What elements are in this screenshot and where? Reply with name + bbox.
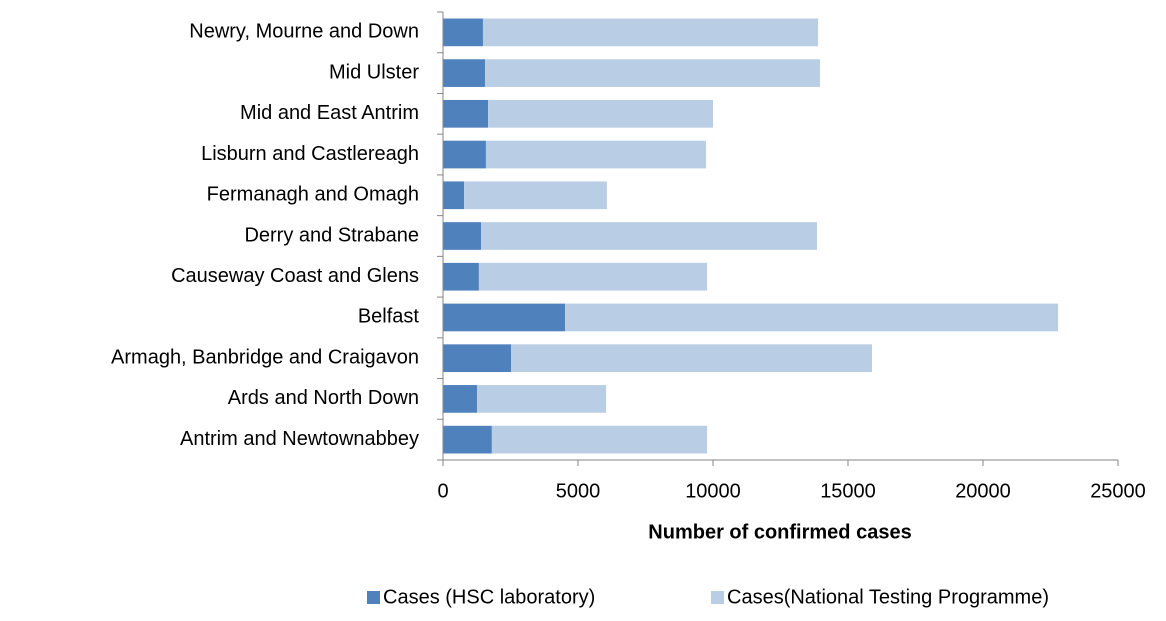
x-tick-label: 25000 bbox=[1090, 480, 1146, 502]
bar bbox=[443, 262, 479, 291]
x-tick-label: 5000 bbox=[556, 480, 601, 502]
bar bbox=[491, 425, 708, 454]
bar bbox=[443, 140, 486, 169]
x-tick-label: 15000 bbox=[820, 480, 876, 502]
bar bbox=[443, 99, 489, 128]
x-axis-title: Number of confirmed cases bbox=[648, 521, 911, 543]
y-tick-label: Derry and Strabane bbox=[244, 224, 419, 246]
y-tick-label: Causeway Coast and Glens bbox=[171, 265, 419, 287]
bar bbox=[443, 303, 566, 332]
y-tick-label: Fermanagh and Omagh bbox=[207, 184, 419, 206]
y-tick-label: Armagh, Banbridge and Craigavon bbox=[111, 346, 419, 368]
bar bbox=[511, 344, 873, 373]
legend-swatch bbox=[711, 591, 724, 604]
legend-label: Cases(National Testing Programme) bbox=[727, 586, 1049, 608]
bar bbox=[443, 181, 465, 210]
bar bbox=[443, 222, 482, 250]
bar bbox=[485, 140, 706, 169]
bar bbox=[443, 385, 478, 413]
y-tick-label: Antrim and Newtownabbey bbox=[180, 428, 419, 450]
x-tick-label: 20000 bbox=[955, 480, 1011, 502]
bar bbox=[482, 18, 819, 47]
bar bbox=[485, 59, 820, 87]
legend-label: Cases (HSC laboratory) bbox=[383, 586, 595, 608]
bar bbox=[488, 99, 713, 128]
y-tick-label: Ards and North Down bbox=[228, 387, 419, 409]
bar bbox=[443, 18, 483, 47]
bar bbox=[477, 385, 607, 413]
x-tick-label: 10000 bbox=[685, 480, 741, 502]
bar bbox=[464, 181, 607, 210]
bar bbox=[443, 59, 486, 87]
y-tick-label: Lisburn and Castlereagh bbox=[201, 143, 419, 165]
legend-swatch bbox=[367, 591, 380, 604]
bar bbox=[478, 262, 708, 291]
y-tick-label: Mid Ulster bbox=[329, 61, 419, 83]
y-tick-label: Belfast bbox=[358, 306, 420, 328]
bar bbox=[565, 303, 1059, 332]
y-tick-label: Mid and East Antrim bbox=[240, 102, 419, 124]
bar bbox=[443, 425, 492, 454]
bar bbox=[481, 222, 817, 250]
bar bbox=[443, 344, 512, 373]
y-tick-label: Newry, Mourne and Down bbox=[189, 21, 419, 43]
x-tick-label: 0 bbox=[437, 480, 448, 502]
